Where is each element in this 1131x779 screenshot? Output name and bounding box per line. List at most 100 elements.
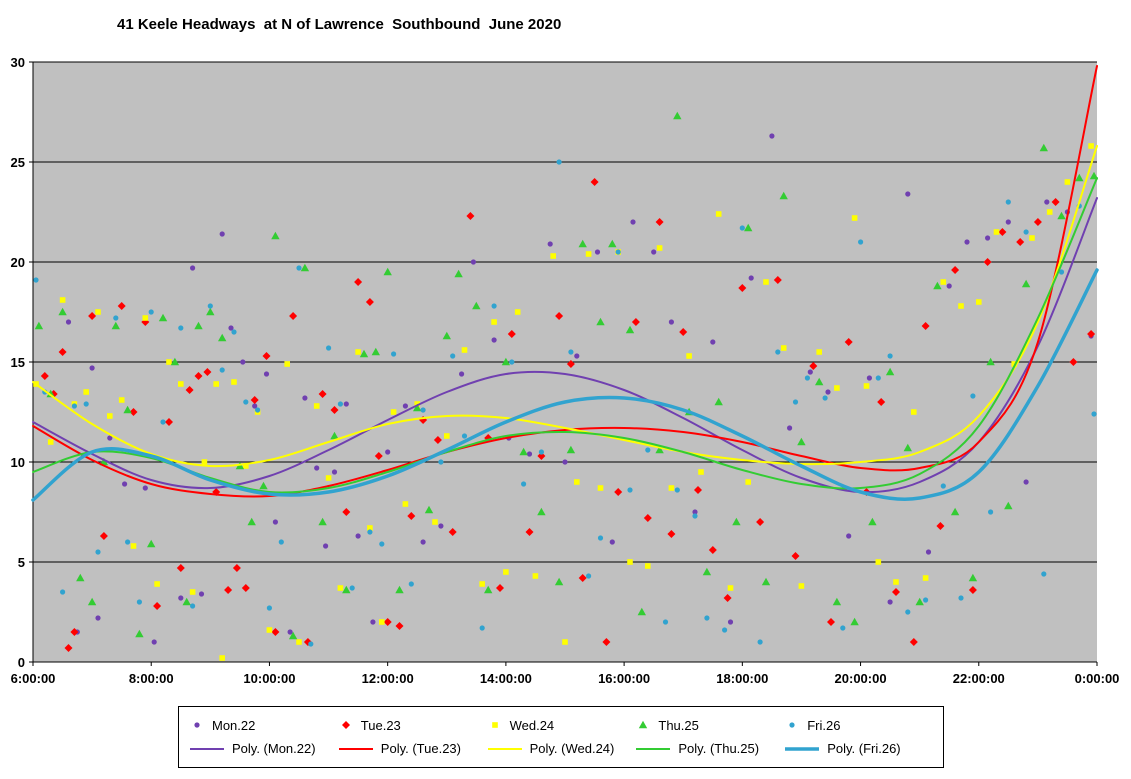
scatter-point <box>537 507 546 516</box>
scatter-point <box>113 315 119 321</box>
scatter-point <box>868 517 877 526</box>
scatter-point <box>263 371 270 377</box>
circle-marker-icon <box>789 722 795 728</box>
scatter-point <box>903 443 912 452</box>
scatter-point <box>645 447 651 453</box>
scatter-point <box>219 655 225 661</box>
scatter-point <box>905 191 911 197</box>
scatter-point <box>71 403 77 409</box>
scatter-point <box>825 389 831 395</box>
scatter-point <box>507 330 516 338</box>
scatter-point <box>1016 238 1025 246</box>
scatter-point <box>142 315 149 321</box>
scatter-point <box>503 569 509 575</box>
scatter-point <box>218 333 227 342</box>
scatter-point <box>402 403 408 409</box>
scatter-point <box>379 541 385 547</box>
scatter-point <box>420 407 426 413</box>
scatter-point <box>83 389 89 395</box>
scatter-point <box>76 573 85 582</box>
scatter-point <box>341 721 350 730</box>
scatter-point <box>302 395 308 401</box>
scatter-point <box>537 452 546 460</box>
scatter-point <box>454 269 463 278</box>
scatter-point <box>756 518 765 526</box>
scatter-point <box>438 523 444 529</box>
scatter-point <box>379 619 385 625</box>
scatter-point <box>822 395 828 401</box>
scatter-point <box>597 535 604 541</box>
scatter-point <box>798 583 805 589</box>
scatter-point <box>288 631 298 640</box>
scatter-point <box>732 517 741 526</box>
scatter-point <box>123 405 132 414</box>
headways-chart: 0 5 10 15 20 25 30 6:00:00 8:00:00 10:00:00 12:00:… <box>11 55 1120 686</box>
scatter-point <box>578 239 587 248</box>
scatter-point <box>615 249 621 255</box>
x-tick-label: 8:00:00 <box>129 671 174 686</box>
scatter-point <box>656 245 663 251</box>
scatter-point <box>1089 171 1099 180</box>
scatter-point <box>365 298 374 306</box>
scatter-point <box>243 399 249 405</box>
scatter-point <box>262 352 271 360</box>
scatter-point <box>325 475 332 481</box>
scatter-point <box>250 396 259 404</box>
scatter-point <box>631 318 640 326</box>
scatter-point <box>330 431 339 440</box>
scatter-point <box>625 325 635 334</box>
scatter-point <box>314 465 320 471</box>
scatter-point <box>240 359 246 365</box>
scatter-point <box>555 312 564 320</box>
scatter-point <box>271 628 280 636</box>
scatter-point <box>602 638 611 646</box>
scatter-point <box>491 303 497 309</box>
scatter-point <box>1041 571 1047 577</box>
scatter-point <box>266 627 273 633</box>
x-tick-label: 16:00:00 <box>598 671 650 686</box>
x-tick-label: 22:00:00 <box>953 671 1005 686</box>
scatter-point <box>958 303 964 309</box>
poly-trendline <box>32 65 1098 498</box>
legend-label: Mon.22 <box>212 717 256 733</box>
scatter-point <box>203 368 212 376</box>
scatter-point <box>791 552 800 560</box>
scatter-point <box>107 435 113 441</box>
scatter-point <box>89 365 95 371</box>
scatter-point <box>326 345 332 351</box>
scatter-point <box>834 385 840 391</box>
scatter-point <box>514 309 521 315</box>
scatter-point <box>715 211 722 217</box>
scatter-point <box>391 351 397 357</box>
scatter-point <box>165 418 173 426</box>
scatter-point <box>95 615 101 621</box>
scatter-point <box>367 525 373 531</box>
scatter-point <box>337 401 343 407</box>
scatter-point <box>637 607 646 616</box>
scatter-point <box>194 372 203 380</box>
scatter-point <box>359 349 369 358</box>
scatter-point <box>442 331 451 340</box>
scatter-point <box>1088 143 1094 149</box>
legend-item: Wed.24 <box>487 718 636 733</box>
y-tick-label: 25 <box>11 155 25 170</box>
scatter-point <box>887 599 893 605</box>
scatter-point <box>154 581 160 587</box>
legend-item: Poly. (Tue.23) <box>338 741 487 756</box>
scatter-point <box>964 239 970 245</box>
scatter-point <box>550 253 556 259</box>
scatter-point <box>708 546 717 554</box>
legend-label: Poly. (Mon.22) <box>232 741 316 757</box>
scatter-point <box>1064 179 1071 185</box>
scatter-point <box>692 513 698 519</box>
scatter-point <box>597 485 604 491</box>
scatter-point <box>390 409 397 415</box>
trendline-sample-icon <box>338 747 373 750</box>
scatter-point <box>178 381 184 387</box>
scatter-point <box>65 319 72 325</box>
scatter-point <box>922 575 929 581</box>
legend-item: Poly. (Wed.24) <box>487 741 636 756</box>
scatter-point <box>538 449 545 455</box>
scatter-point <box>450 353 456 359</box>
trendline-sample-icon <box>190 747 224 750</box>
